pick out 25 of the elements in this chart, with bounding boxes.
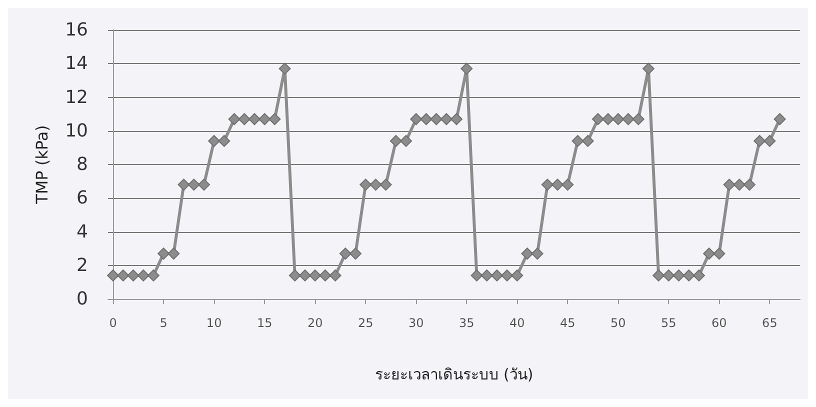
y-tick-label: 10 bbox=[65, 120, 88, 142]
y-tick-label: 14 bbox=[65, 53, 88, 74]
y-tick-label: 4 bbox=[76, 221, 88, 242]
x-tick-label: 55 bbox=[661, 316, 676, 330]
x-tick-label: 20 bbox=[307, 316, 323, 330]
x-tick-label: 25 bbox=[358, 316, 374, 330]
y-tick-label: 8 bbox=[76, 154, 88, 175]
x-tick-label: 5 bbox=[160, 316, 168, 330]
x-tick-label: 65 bbox=[762, 316, 778, 330]
y-tick-label: 16 bbox=[65, 20, 88, 40]
y-tick-label: 12 bbox=[65, 86, 88, 108]
x-axis-title: ระยะเวลาเดินระบบ (วัน) bbox=[374, 366, 534, 384]
x-tick-label: 35 bbox=[458, 316, 474, 330]
x-tick-label: 60 bbox=[712, 316, 727, 330]
y-tick-label: 2 bbox=[76, 254, 88, 276]
y-tick-label: 0 bbox=[76, 288, 88, 310]
y-axis-title: TMP (kPa) bbox=[32, 125, 52, 205]
x-tick-label: 30 bbox=[408, 316, 424, 330]
x-tick-label: 10 bbox=[206, 316, 222, 330]
x-tick-label: 50 bbox=[610, 316, 626, 330]
x-tick-label: 0 bbox=[109, 316, 117, 330]
x-tick-label: 45 bbox=[560, 316, 576, 330]
y-tick-label: 6 bbox=[76, 188, 88, 209]
x-tick-label: 15 bbox=[256, 316, 272, 330]
x-tick-label: 40 bbox=[510, 316, 525, 330]
